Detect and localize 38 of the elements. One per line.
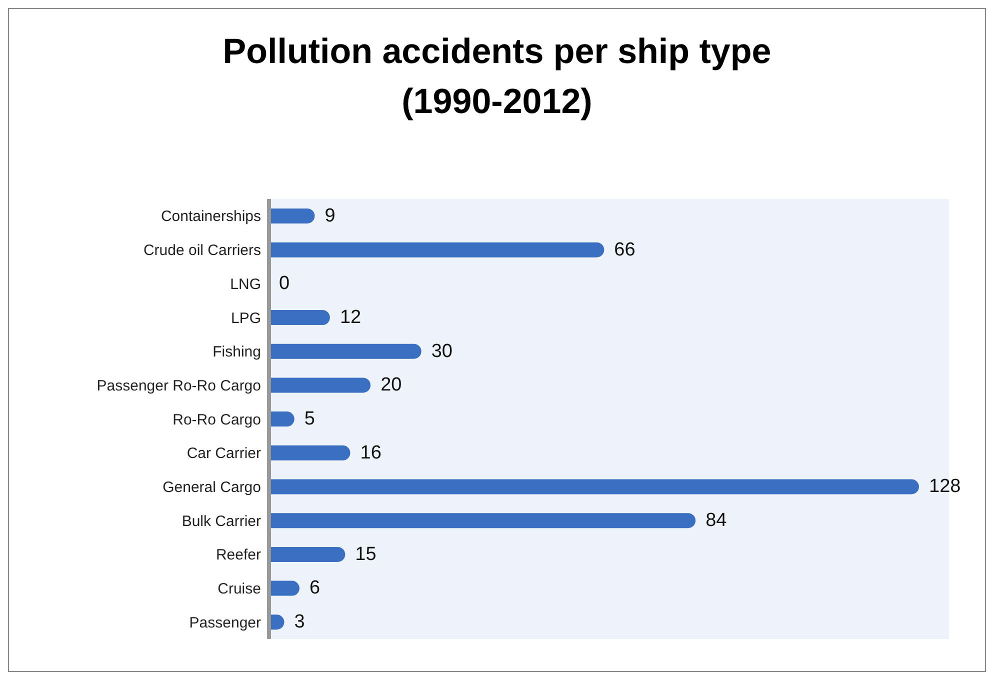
y-tick-label: Reefer — [216, 546, 261, 564]
y-tick-label: Passenger Ro-Ro Cargo — [96, 377, 261, 394]
bar — [269, 208, 315, 224]
y-tick-label: Crude oil Carriers — [143, 242, 261, 260]
bar — [269, 378, 371, 393]
data-label: 6 — [309, 578, 320, 599]
data-label: 66 — [614, 239, 636, 260]
y-tick-label: Bulk Carrier — [182, 512, 261, 530]
bar — [269, 479, 919, 494]
y-tick-label: Fishing — [212, 344, 261, 361]
data-label: 128 — [929, 476, 961, 498]
bar — [269, 344, 422, 359]
y-tick-label: Ro-Ro Cargo — [172, 411, 261, 428]
data-label: 30 — [431, 340, 452, 362]
y-tick-label: Passenger — [189, 614, 261, 632]
data-label: 84 — [706, 510, 728, 532]
y-tick-label: Containerships — [160, 208, 261, 226]
bar — [269, 445, 350, 460]
data-label: 0 — [279, 273, 290, 294]
data-label: 16 — [360, 442, 382, 464]
y-tick-label: General Cargo — [162, 479, 261, 496]
y-tick-label: LNG — [230, 276, 261, 293]
data-label: 3 — [294, 612, 305, 633]
bar — [269, 546, 346, 562]
chart-title: Pollution accidents per ship type (1990-2012) — [222, 31, 772, 123]
bar — [269, 242, 604, 258]
data-label: 12 — [340, 306, 362, 328]
bar — [269, 513, 696, 528]
data-label: 9 — [324, 205, 336, 226]
y-tick-label: Car Carrier — [186, 445, 261, 462]
data-label: 5 — [304, 408, 315, 430]
bar — [269, 580, 300, 596]
y-tick-label: LPG — [230, 310, 261, 327]
y-tick-label: Cruise — [218, 580, 261, 598]
data-label: 15 — [355, 544, 376, 565]
data-label: 20 — [380, 374, 402, 396]
bar — [269, 310, 330, 326]
bar — [269, 412, 294, 427]
